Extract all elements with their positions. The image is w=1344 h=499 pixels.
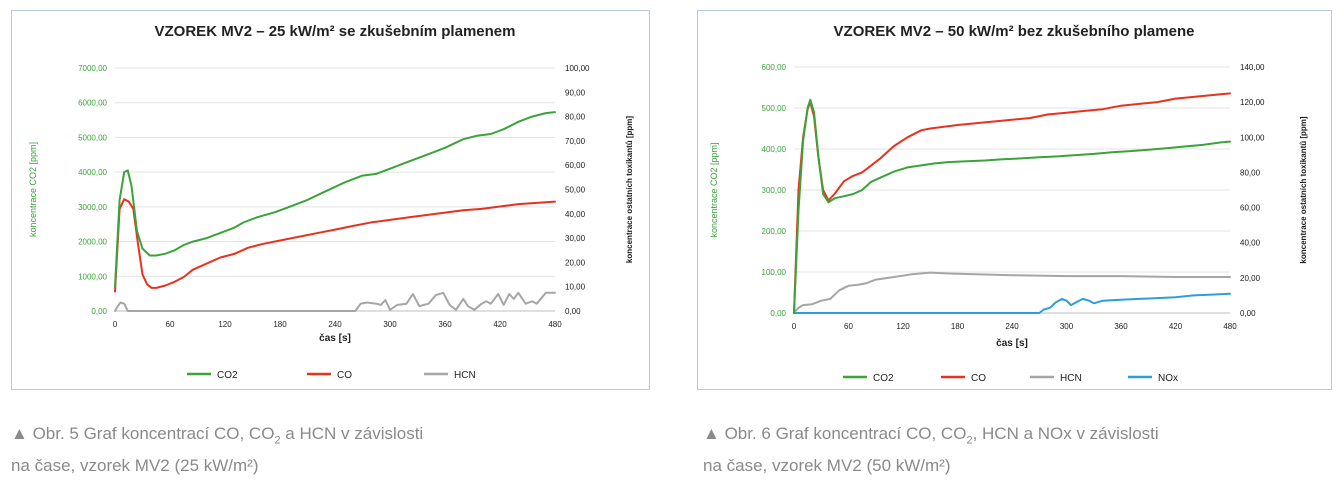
series-line-co [793,92,1231,314]
x-tick-label: 60 [844,322,853,331]
y-tick-label: 400,00 [762,145,787,154]
legend-label-co: CO [337,370,352,381]
y-tick-label: 7000,00 [78,64,107,73]
y-tick-label: 1000,00 [78,272,107,281]
y2-axis-label: koncentrace ostatních toxikantů [ppm] [625,116,634,263]
y2-tick-label: 70,00 [565,137,586,146]
y2-tick-label: 80,00 [1240,168,1261,177]
y-tick-label: 3000,00 [78,203,107,212]
y-tick-label: 5000,00 [78,133,107,142]
y-tick-label: 100,00 [762,268,787,277]
caption-1-line-1: ▲ Obr. 5 Graf koncentrací CO, CO2 a HCN … [11,424,424,447]
series-line-co2 [793,98,1231,314]
y-tick-label: 300,00 [762,186,787,195]
y2-tick-label: 50,00 [565,186,586,195]
x-tick-label: 420 [1169,322,1183,331]
x-tick-label: 240 [328,320,342,329]
chart-title: VZOREK MV2 – 25 kW/m² se zkušebním plame… [155,23,516,40]
y2-tick-label: 90,00 [565,88,586,97]
chart-2-svg: VZOREK MV2 – 50 kW/m² bez zkušebního pla… [709,23,1308,384]
series-line-co [114,198,556,293]
chart-panel-2: VZOREK MV2 – 50 kW/m² bez zkušebního pla… [697,10,1332,390]
y-tick-label: 4000,00 [78,168,107,177]
y-axis-label: koncentrace CO2 [ppm] [709,142,719,237]
x-tick-label: 480 [1223,322,1237,331]
x-tick-label: 0 [792,322,797,331]
caption-2-line-1: ▲ Obr. 6 Graf koncentrací CO, CO2, HCN a… [703,424,1159,447]
y2-tick-label: 60,00 [1240,204,1261,213]
caption-1-line-2: na čase, vzorek MV2 (25 kW/m²) [11,456,259,476]
legend-label-nox: NOx [1158,373,1178,384]
y2-tick-label: 120,00 [1240,98,1265,107]
x-tick-label: 120 [218,320,232,329]
y2-axis-label: koncentrace ostatních toxikantů [ppm] [1299,116,1308,263]
legend-label-co2: CO2 [217,370,238,381]
y2-tick-label: 0,00 [1240,309,1256,318]
y-tick-label: 600,00 [762,63,787,72]
x-axis-label: čas [s] [319,333,351,344]
y-tick-label: 500,00 [762,104,787,113]
triangle-up-icon: ▲ [11,424,28,443]
legend-label-co: CO [971,373,986,384]
y2-tick-label: 10,00 [565,283,586,292]
chart-title: VZOREK MV2 – 50 kW/m² bez zkušebního pla… [834,23,1195,40]
y-tick-label: 0,00 [91,307,107,316]
x-axis-label: čas [s] [996,338,1028,349]
x-tick-label: 300 [1060,322,1074,331]
y-tick-label: 2000,00 [78,238,107,247]
y2-tick-label: 100,00 [565,64,590,73]
chart-1-svg: VZOREK MV2 – 25 kW/m² se zkušebním plame… [28,23,634,381]
legend-label-hcn: HCN [454,370,476,381]
y-tick-label: 200,00 [762,227,787,236]
caption-2-line-2: na čase, vzorek MV2 (50 kW/m²) [703,456,951,476]
triangle-up-icon: ▲ [703,424,720,443]
legend-label-hcn: HCN [1060,373,1082,384]
x-tick-label: 180 [951,322,965,331]
series-line-co2 [114,111,556,288]
y2-tick-label: 0,00 [565,307,581,316]
series-line-hcn [114,291,556,312]
y2-tick-label: 100,00 [1240,133,1265,142]
x-tick-label: 360 [438,320,452,329]
x-tick-label: 300 [383,320,397,329]
legend-label-co2: CO2 [873,373,894,384]
x-tick-label: 60 [166,320,175,329]
y-tick-label: 0,00 [770,309,786,318]
y2-tick-label: 20,00 [1240,274,1261,283]
y2-tick-label: 80,00 [565,113,586,122]
series-line-hcn [793,271,1231,314]
y-tick-label: 6000,00 [78,99,107,108]
y2-tick-label: 140,00 [1240,63,1265,72]
x-tick-label: 180 [273,320,287,329]
x-tick-label: 480 [548,320,562,329]
figure-caption-2: ▲ Obr. 6 Graf koncentrací CO, CO2, HCN a… [703,421,1323,478]
figure-caption-1: ▲ Obr. 5 Graf koncentrací CO, CO2 a HCN … [11,421,631,478]
y2-tick-label: 60,00 [565,161,586,170]
y2-tick-label: 40,00 [1240,239,1261,248]
x-tick-label: 120 [896,322,910,331]
series-line-nox [793,292,1231,314]
x-tick-label: 420 [493,320,507,329]
chart-panel-1: VZOREK MV2 – 25 kW/m² se zkušebním plame… [11,10,650,390]
x-tick-label: 360 [1114,322,1128,331]
y2-tick-label: 30,00 [565,234,586,243]
y2-tick-label: 40,00 [565,210,586,219]
y2-tick-label: 20,00 [565,258,586,267]
x-tick-label: 240 [1005,322,1019,331]
y-axis-label: koncentrace CO2 [ppm] [28,142,38,237]
x-tick-label: 0 [113,320,118,329]
